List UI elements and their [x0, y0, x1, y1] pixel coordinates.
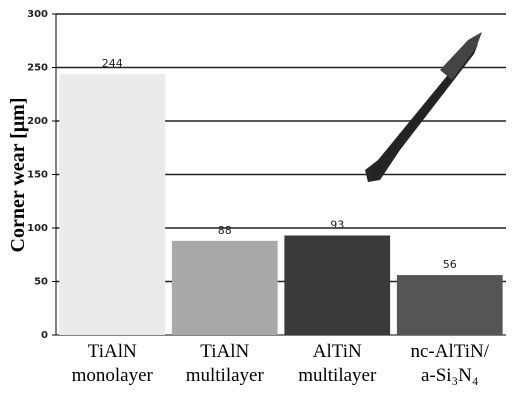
- value-label: 93: [330, 218, 344, 231]
- x-tick-label: TiAlN multilayer: [186, 341, 265, 386]
- y-tick-label: 50: [34, 277, 48, 288]
- bar: [396, 275, 503, 335]
- x-tick-label: TiAlN monolayer: [72, 341, 154, 386]
- bar: [171, 240, 278, 335]
- plot-area: 0 50 100 150 200 250 300 244 TiAlN monolayer 88 TiA…: [27, 9, 506, 386]
- y-axis-title: Corner wear [μm]: [7, 98, 29, 253]
- y-tick-label: 150: [27, 170, 48, 181]
- x-tick-label: nc-AlTiN/a-Si₃N₄: [411, 341, 490, 386]
- y-tick-label: 0: [41, 330, 48, 341]
- bar: [284, 235, 391, 335]
- bar: [59, 73, 166, 336]
- value-label: 244: [102, 57, 123, 70]
- x-tick-label: AlTiN multilayer: [298, 341, 377, 386]
- y-tick-label: 300: [27, 9, 48, 20]
- y-tick-label: 250: [27, 63, 48, 74]
- value-label: 56: [443, 258, 457, 271]
- y-tick-label: 200: [27, 116, 48, 127]
- drill-image: [365, 32, 482, 182]
- y-tick-label: 100: [27, 223, 48, 234]
- value-label: 88: [218, 224, 232, 237]
